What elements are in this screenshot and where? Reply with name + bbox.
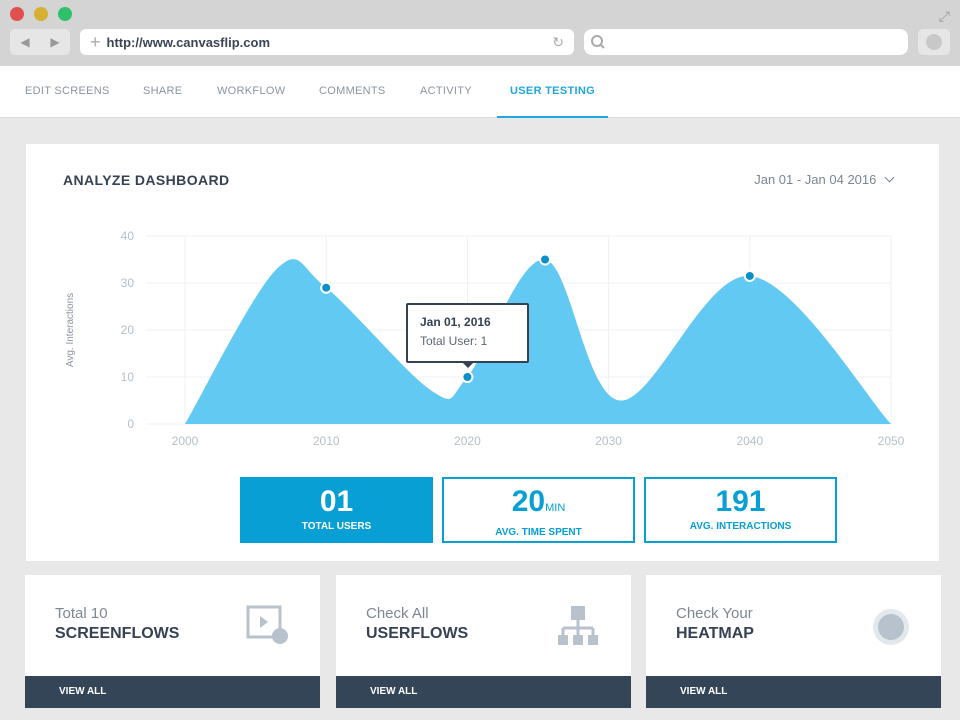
stat-value: 191 [715,485,766,518]
page-title: ANALYZE DASHBOARD [63,172,230,188]
tab-workflow[interactable]: WORKFLOW [217,85,286,97]
stat-total-users: 01 TOTAL USERS [240,477,433,543]
view-all-button[interactable]: VIEW ALL [336,676,631,708]
x-tick-label: 2040 [736,434,763,448]
minimize-window-button[interactable] [34,7,48,21]
card-subtitle: Check All [366,605,429,622]
card-subtitle: Total 10 [55,605,108,622]
new-tab-icon[interactable]: + [90,31,101,52]
card-title: HEATMAP [676,625,754,642]
tooltip-text: Total User: 1 [420,334,488,348]
search-icon [591,35,605,49]
reload-icon[interactable]: ↻ [552,33,564,50]
stat-avg-time: 20MIN AVG. TIME SPENT [442,477,635,543]
y-tick-label: 40 [121,229,135,243]
view-all-button[interactable]: VIEW ALL [646,676,941,708]
tab-comments[interactable]: COMMENTS [319,85,386,97]
x-tick-label: 2030 [595,434,622,448]
data-point [743,269,756,282]
card-title: SCREENFLOWS [55,625,180,642]
tab-edit-screens[interactable]: EDIT SCREENS [25,85,110,97]
fullscreen-icon[interactable]: ⤢ [938,8,950,24]
card-title: USERFLOWS [366,625,469,642]
nav-buttons: ◀ ▶ [10,29,70,55]
y-tick-label: 20 [121,323,135,337]
date-range-select[interactable]: Jan 01 - Jan 04 2016 [754,172,895,187]
circle-icon [873,609,909,645]
video-touch-icon [246,605,288,644]
stat-value: 20 [511,485,546,518]
data-point [461,371,474,383]
chart-tooltip: Jan 01, 2016 Total User: 1 [406,303,529,368]
area-series [185,259,891,424]
card-heatmap: Check Your HEATMAP VIEW ALL [646,575,941,708]
stat-label: AVG. INTERACTIONS [689,521,792,532]
stat-avg-interactions: 191 AVG. INTERACTIONS [644,477,837,543]
tab-share[interactable]: SHARE [143,85,183,97]
x-tick-label: 2010 [313,434,340,448]
card-userflows: Check All USERFLOWS VIEW ALL [336,575,631,708]
stat-label: AVG. TIME SPENT [495,527,582,538]
x-tick-label: 2050 [878,434,905,448]
url-text: http://www.canvasflip.com [106,34,270,50]
stat-value: 01 [319,485,354,518]
view-all-button[interactable]: VIEW ALL [25,676,320,708]
data-point [539,253,552,266]
stat-label: TOTAL USERS [301,521,372,532]
y-tick-label: 10 [121,370,135,384]
card-screenflows: Total 10 SCREENFLOWS VIEW ALL [25,575,320,708]
chevron-down-icon [884,172,895,183]
close-window-button[interactable] [10,7,24,21]
tooltip-date: Jan 01, 2016 [420,315,491,329]
y-axis-label: Avg. Interactions [65,293,76,367]
tab-bar: EDIT SCREENS SHARE WORKFLOW COMMENTS ACT… [0,66,960,118]
date-range-value: Jan 01 - Jan 04 2016 [754,172,877,187]
dashboard-panel: ANALYZE DASHBOARD Jan 01 - Jan 04 2016 0… [26,144,939,561]
data-point [320,281,333,294]
x-tick-label: 2020 [454,434,481,448]
browser-chrome: ⤢ ◀ ▶ + http://www.canvasflip.com ↻ [0,0,960,66]
sitemap-icon [558,606,598,645]
tab-user-testing[interactable]: USER TESTING [497,66,608,118]
extension-button[interactable] [918,29,950,55]
tab-activity[interactable]: ACTIVITY [420,85,472,97]
y-tick-label: 30 [121,276,135,290]
card-subtitle: Check Your [676,605,753,622]
stat-unit: MIN [545,502,566,514]
search-input[interactable] [584,29,908,55]
y-tick-label: 0 [127,417,134,431]
address-bar[interactable]: + http://www.canvasflip.com ↻ [80,29,574,55]
x-tick-label: 2000 [172,434,199,448]
forward-button[interactable]: ▶ [50,35,60,49]
maximize-window-button[interactable] [58,7,72,21]
back-button[interactable]: ◀ [20,35,30,49]
